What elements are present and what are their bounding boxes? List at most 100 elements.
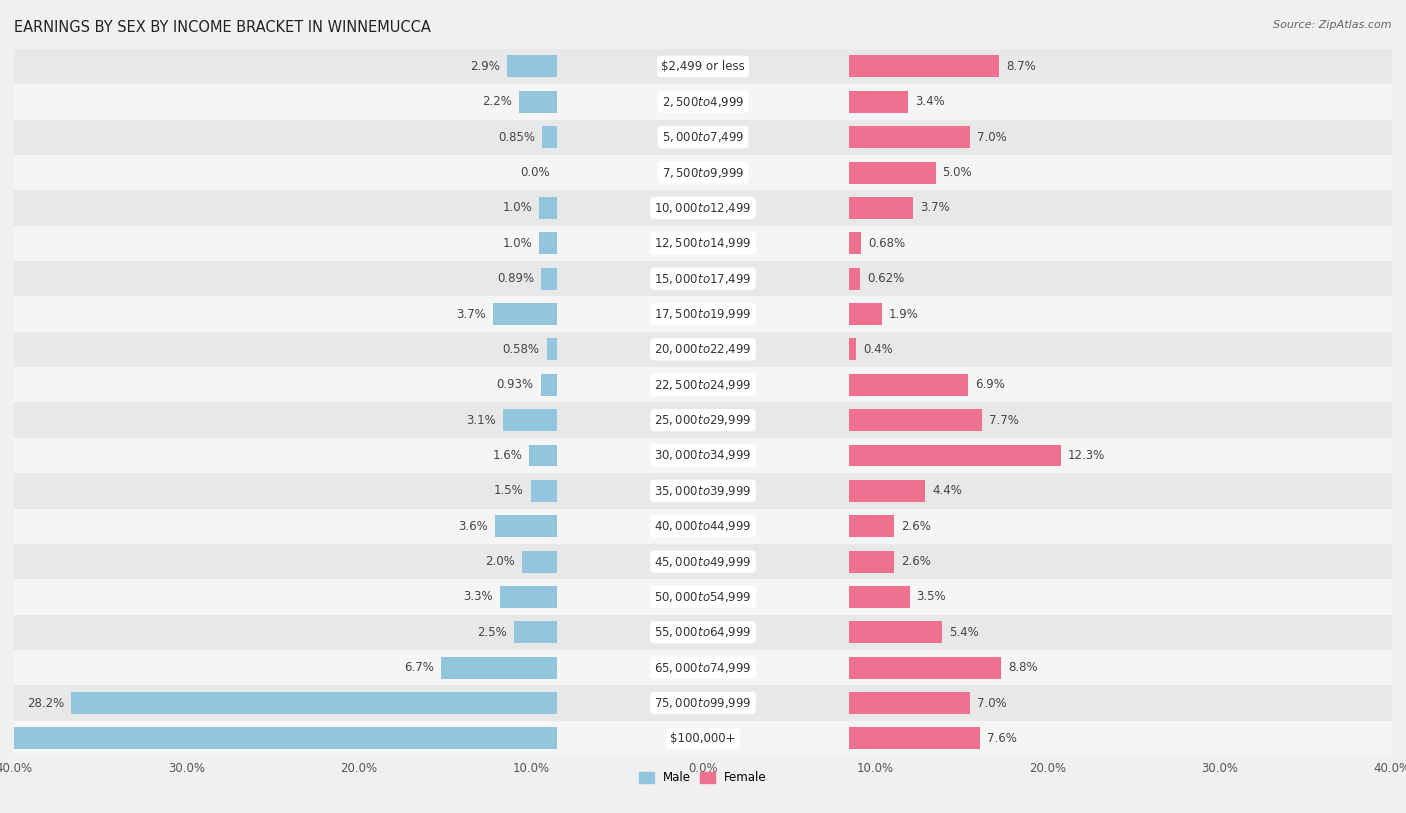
Bar (14, 685, 1392, 720)
Text: 8.8%: 8.8% (1008, 661, 1038, 674)
Text: 5.0%: 5.0% (942, 166, 972, 179)
Legend: Male, Female: Male, Female (634, 767, 772, 789)
Bar (14, 437, 1392, 473)
Bar (14, 650, 1392, 685)
Text: 1.0%: 1.0% (503, 202, 533, 215)
Text: $30,000 to $34,999: $30,000 to $34,999 (654, 449, 752, 463)
Bar (849, 586, 910, 608)
Text: 1.9%: 1.9% (889, 307, 920, 320)
Bar (14, 120, 1392, 155)
Bar (499, 586, 557, 608)
Text: Source: ZipAtlas.com: Source: ZipAtlas.com (1274, 20, 1392, 30)
Bar (849, 55, 1000, 77)
Bar (849, 692, 970, 714)
Text: $35,000 to $39,999: $35,000 to $39,999 (654, 484, 752, 498)
Text: 5.4%: 5.4% (949, 626, 979, 639)
Bar (540, 197, 557, 219)
Text: 0.4%: 0.4% (863, 343, 893, 356)
Bar (849, 233, 860, 254)
Text: 3.3%: 3.3% (463, 590, 494, 603)
Bar (14, 615, 1392, 650)
Bar (849, 445, 1062, 467)
Bar (14, 154, 1392, 190)
Text: 3.6%: 3.6% (458, 520, 488, 533)
Bar (547, 338, 557, 360)
Bar (849, 728, 980, 750)
Bar (513, 621, 557, 643)
Text: $20,000 to $22,499: $20,000 to $22,499 (654, 342, 752, 356)
Bar (503, 409, 557, 431)
Bar (506, 55, 557, 77)
Text: $75,000 to $99,999: $75,000 to $99,999 (654, 696, 752, 710)
Text: $100,000+: $100,000+ (671, 732, 735, 745)
Text: $12,500 to $14,999: $12,500 to $14,999 (654, 237, 752, 250)
Text: 3.7%: 3.7% (920, 202, 950, 215)
Text: 8.7%: 8.7% (1007, 60, 1036, 73)
Bar (849, 162, 935, 184)
Text: 7.0%: 7.0% (977, 697, 1007, 710)
Bar (14, 332, 1392, 367)
Bar (849, 621, 942, 643)
Bar (849, 409, 981, 431)
Bar (14, 509, 1392, 544)
Bar (14, 296, 1392, 332)
Bar (14, 190, 1392, 226)
Bar (14, 367, 1392, 402)
Bar (849, 197, 912, 219)
Bar (14, 225, 1392, 261)
Text: 1.0%: 1.0% (503, 237, 533, 250)
Text: $15,000 to $17,499: $15,000 to $17,499 (654, 272, 752, 285)
Text: $40,000 to $44,999: $40,000 to $44,999 (654, 520, 752, 533)
Bar (495, 515, 557, 537)
Bar (14, 84, 1392, 120)
Bar (849, 267, 860, 289)
Bar (14, 720, 1392, 756)
Bar (14, 402, 1392, 437)
Text: 0.89%: 0.89% (498, 272, 534, 285)
Bar (541, 126, 557, 148)
Text: 2.5%: 2.5% (477, 626, 506, 639)
Text: 2.6%: 2.6% (901, 555, 931, 568)
Bar (849, 515, 894, 537)
Text: 1.6%: 1.6% (492, 449, 522, 462)
Text: 0.0%: 0.0% (520, 166, 550, 179)
Bar (849, 480, 925, 502)
Text: 2.0%: 2.0% (485, 555, 515, 568)
Bar (519, 91, 557, 113)
Bar (70, 692, 557, 714)
Bar (522, 550, 557, 572)
Bar (441, 657, 557, 679)
Bar (14, 579, 1392, 615)
Text: $50,000 to $54,999: $50,000 to $54,999 (654, 590, 752, 604)
Text: $10,000 to $12,499: $10,000 to $12,499 (654, 201, 752, 215)
Text: $7,500 to $9,999: $7,500 to $9,999 (662, 166, 744, 180)
Bar (540, 374, 557, 396)
Bar (494, 303, 557, 325)
Text: 7.6%: 7.6% (987, 732, 1017, 745)
Bar (14, 49, 1392, 85)
Text: 4.4%: 4.4% (932, 485, 962, 498)
Text: 0.85%: 0.85% (498, 131, 536, 144)
Text: 3.1%: 3.1% (467, 414, 496, 427)
Text: 12.3%: 12.3% (1069, 449, 1105, 462)
Text: 3.4%: 3.4% (915, 95, 945, 108)
Text: 0.62%: 0.62% (868, 272, 904, 285)
Text: $22,500 to $24,999: $22,500 to $24,999 (654, 378, 752, 392)
Text: 2.2%: 2.2% (482, 95, 512, 108)
Text: 7.0%: 7.0% (977, 131, 1007, 144)
Text: $5,000 to $7,499: $5,000 to $7,499 (662, 130, 744, 144)
Bar (541, 267, 557, 289)
Text: $55,000 to $64,999: $55,000 to $64,999 (654, 625, 752, 639)
Bar (849, 91, 908, 113)
Text: $17,500 to $19,999: $17,500 to $19,999 (654, 307, 752, 321)
Text: 1.5%: 1.5% (494, 485, 524, 498)
Bar (849, 303, 882, 325)
Bar (531, 480, 557, 502)
Bar (849, 374, 969, 396)
Bar (849, 126, 970, 148)
Text: $2,499 or less: $2,499 or less (661, 60, 745, 73)
Bar (849, 338, 856, 360)
Text: 3.7%: 3.7% (456, 307, 486, 320)
Text: 3.5%: 3.5% (917, 590, 946, 603)
Text: 28.2%: 28.2% (27, 697, 65, 710)
